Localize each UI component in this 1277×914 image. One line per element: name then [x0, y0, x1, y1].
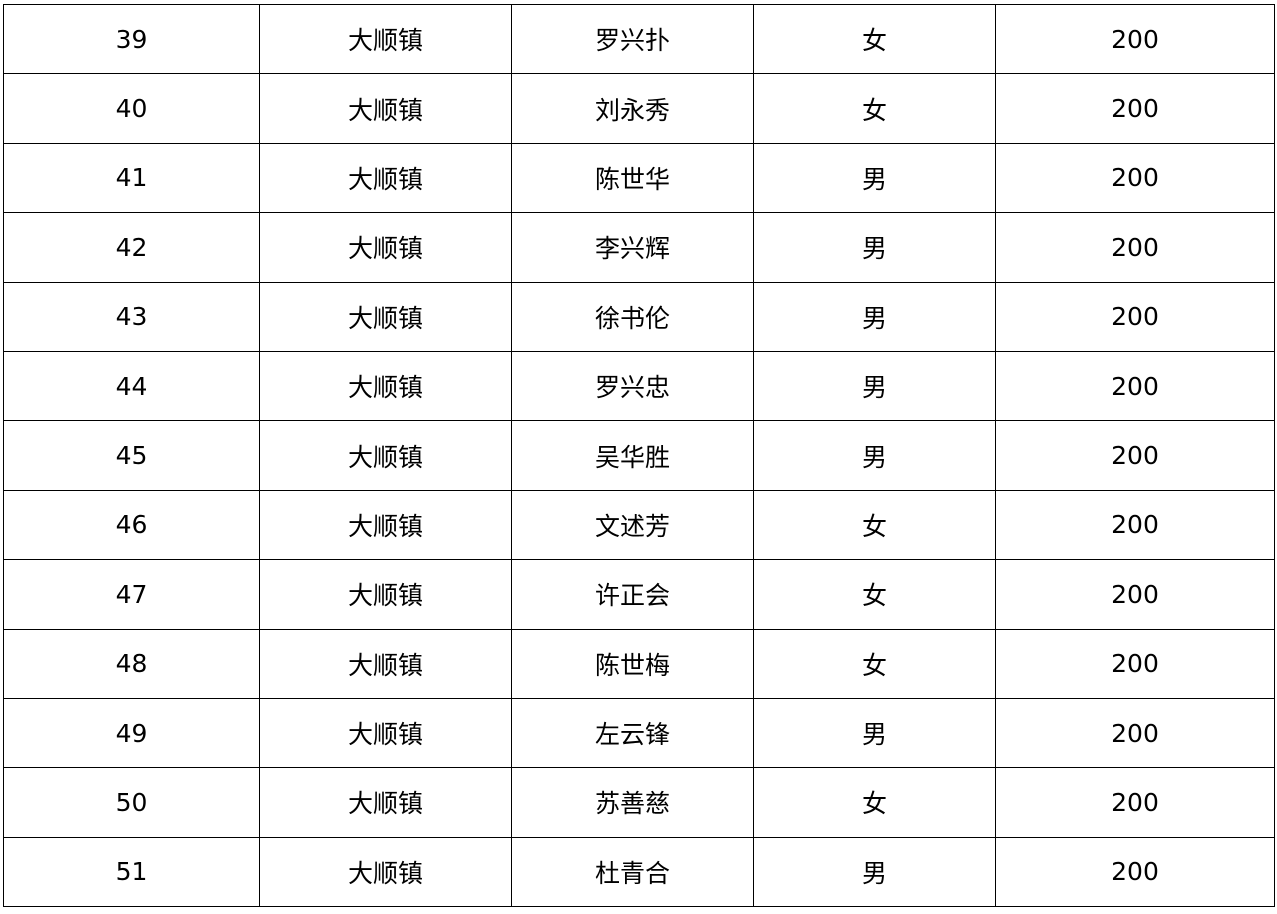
amount-cell: 200 [995, 767, 1275, 838]
amount-cell: 200 [995, 420, 1275, 491]
name-cell: 陈世华 [511, 142, 754, 214]
row-number-cell: 40 [3, 73, 260, 144]
table-row: 47 大顺镇 许正会女 200 [3, 559, 1275, 630]
amount-cell: 200 [995, 350, 1275, 422]
table-row: 40 大顺镇 刘永秀女 200 [3, 73, 1275, 144]
name-cell: 罗兴忠 [511, 350, 754, 422]
table-row: 39 大顺镇 罗兴扑女 200 [3, 3, 1275, 75]
gender-cell: 男 [753, 350, 996, 422]
town-cell: 大顺镇 [259, 559, 512, 630]
town-cell: 大顺镇 [259, 697, 512, 769]
gender-cell: 女 [753, 489, 996, 561]
name-cell: 文述芳 [511, 489, 754, 561]
town-cell: 大顺镇 [259, 628, 512, 699]
row-number-cell: 39 [3, 3, 260, 75]
name-cell: 刘永秀 [511, 73, 754, 144]
gender-cell: 男 [753, 697, 996, 769]
gender-cell: 女 [753, 559, 996, 630]
name-cell: 杜青合 [511, 836, 754, 908]
name-cell: 陈世梅 [511, 628, 754, 699]
row-number-cell: 45 [3, 420, 260, 491]
amount-cell: 200 [995, 3, 1275, 75]
amount-cell: 200 [995, 489, 1275, 561]
amount-cell: 200 [995, 142, 1275, 214]
town-cell: 大顺镇 [259, 3, 512, 75]
name-cell: 罗兴扑 [511, 3, 754, 75]
row-number-cell: 50 [3, 767, 260, 838]
table-row: 45 大顺镇 吴华胜男 200 [3, 420, 1275, 491]
town-cell: 大顺镇 [259, 836, 512, 908]
table-row: 51 大顺镇 杜青合男 200 [3, 836, 1275, 908]
table-row: 43 大顺镇 徐书伦男 200 [3, 281, 1275, 352]
gender-cell: 女 [753, 767, 996, 838]
gender-cell: 男 [753, 142, 996, 214]
town-cell: 大顺镇 [259, 489, 512, 561]
row-number-cell: 44 [3, 350, 260, 422]
table-row: 41 大顺镇 陈世华男 200 [3, 142, 1275, 214]
row-number-cell: 43 [3, 281, 260, 352]
town-cell: 大顺镇 [259, 281, 512, 352]
row-number-cell: 41 [3, 142, 260, 214]
gender-cell: 女 [753, 628, 996, 699]
table-row: 46 大顺镇 文述芳女 200 [3, 489, 1275, 561]
row-number-cell: 46 [3, 489, 260, 561]
row-number-cell: 49 [3, 697, 260, 769]
town-cell: 大顺镇 [259, 212, 512, 283]
town-cell: 大顺镇 [259, 420, 512, 491]
amount-cell: 200 [995, 836, 1275, 908]
amount-cell: 200 [995, 697, 1275, 769]
table-body: 39 大顺镇 罗兴扑女 200 40 大顺镇 刘永秀女 200 41 大顺镇 陈世华男 200 42 大顺… [3, 3, 1275, 908]
amount-cell: 200 [995, 628, 1275, 699]
table-row: 49 大顺镇 左云锋男 200 [3, 697, 1275, 769]
town-cell: 大顺镇 [259, 767, 512, 838]
table-row: 48 大顺镇 陈世梅女 200 [3, 628, 1275, 699]
town-cell: 大顺镇 [259, 73, 512, 144]
town-cell: 大顺镇 [259, 350, 512, 422]
table-row: 44 大顺镇 罗兴忠男 200 [3, 350, 1275, 422]
amount-cell: 200 [995, 281, 1275, 352]
gender-cell: 女 [753, 3, 996, 75]
amount-cell: 200 [995, 73, 1275, 144]
gender-cell: 男 [753, 420, 996, 491]
gender-cell: 男 [753, 281, 996, 352]
table-row: 42 大顺镇 李兴辉男 200 [3, 212, 1275, 283]
row-number-cell: 48 [3, 628, 260, 699]
name-cell: 徐书伦 [511, 281, 754, 352]
row-number-cell: 47 [3, 559, 260, 630]
amount-cell: 200 [995, 212, 1275, 283]
data-table: 39 大顺镇 罗兴扑女 200 40 大顺镇 刘永秀女 200 41 大顺镇 陈世华男 200 42 大顺… [3, 3, 1275, 908]
row-number-cell: 51 [3, 836, 260, 908]
name-cell: 苏善慈 [511, 767, 754, 838]
row-number-cell: 42 [3, 212, 260, 283]
table-row: 50 大顺镇 苏善慈女 200 [3, 767, 1275, 838]
gender-cell: 女 [753, 73, 996, 144]
gender-cell: 男 [753, 836, 996, 908]
town-cell: 大顺镇 [259, 142, 512, 214]
name-cell: 许正会 [511, 559, 754, 630]
name-cell: 李兴辉 [511, 212, 754, 283]
gender-cell: 男 [753, 212, 996, 283]
name-cell: 吴华胜 [511, 420, 754, 491]
amount-cell: 200 [995, 559, 1275, 630]
name-cell: 左云锋 [511, 697, 754, 769]
